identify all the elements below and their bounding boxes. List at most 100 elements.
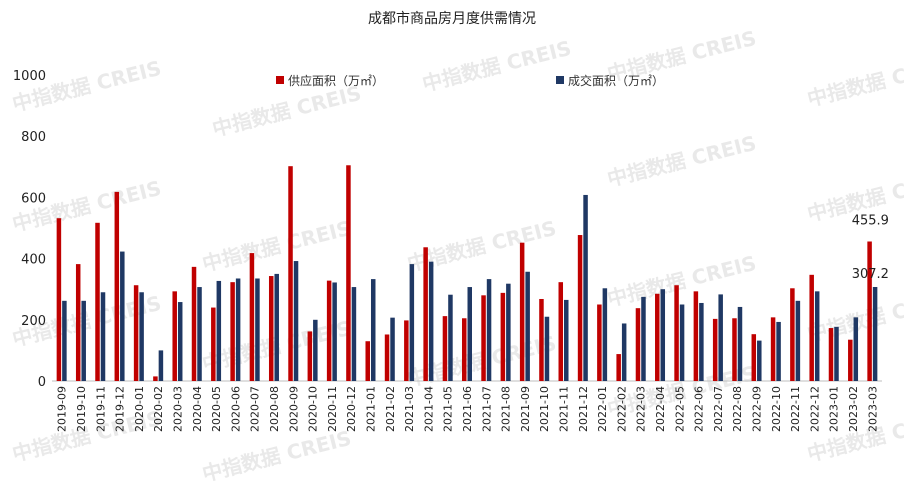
x-tick-label: 2021-08 bbox=[500, 386, 513, 432]
x-tick-label: 2020-01 bbox=[133, 386, 146, 432]
x-tick-label: 2019-10 bbox=[75, 386, 88, 432]
x-tick-label: 2020-08 bbox=[268, 386, 281, 432]
bar-deal bbox=[583, 194, 588, 381]
bar-supply bbox=[249, 253, 255, 381]
x-tick-label: 2022-01 bbox=[596, 386, 609, 432]
bar-deal bbox=[602, 288, 608, 381]
bar-supply bbox=[172, 291, 177, 381]
bar-deal bbox=[293, 261, 299, 381]
bar-supply bbox=[809, 274, 814, 381]
x-tick-label: 2020-10 bbox=[307, 386, 320, 432]
x-tick-label: 2020-07 bbox=[249, 386, 262, 432]
bar-supply bbox=[326, 280, 332, 381]
x-axis: 2019-09 2019-10 2019-11 2019-12 2020-01 2020-… bbox=[56, 386, 880, 432]
x-tick-label: 2021-02 bbox=[384, 386, 397, 432]
bar-deal bbox=[409, 264, 415, 381]
bar-supply bbox=[346, 165, 351, 381]
x-tick-label: 2021-07 bbox=[480, 386, 493, 432]
bar-deal bbox=[390, 317, 395, 381]
x-tick-label: 2020-03 bbox=[171, 386, 184, 432]
x-tick-label: 2021-12 bbox=[577, 386, 590, 432]
bar-supply bbox=[867, 241, 872, 381]
bars bbox=[56, 165, 878, 381]
y-tick-label: 0 bbox=[38, 375, 46, 390]
bar-deal bbox=[795, 300, 801, 381]
x-tick-label: 2019-09 bbox=[56, 386, 69, 432]
x-tick-label: 2021-04 bbox=[422, 386, 435, 432]
bar-supply bbox=[616, 354, 621, 381]
bar-supply bbox=[519, 242, 525, 381]
bar-deal bbox=[448, 294, 453, 381]
x-tick-label: 2020-06 bbox=[229, 386, 242, 432]
bar-deal bbox=[216, 280, 222, 381]
bar-deal bbox=[313, 319, 318, 381]
x-tick-label: 2022-06 bbox=[693, 386, 706, 432]
bar-supply bbox=[597, 304, 602, 381]
bar-supply bbox=[674, 285, 679, 381]
bar-supply bbox=[268, 276, 274, 381]
legend-swatch-deal bbox=[556, 76, 564, 84]
x-tick-label: 2021-01 bbox=[364, 386, 377, 432]
bar-deal bbox=[120, 251, 125, 381]
y-axis: 0 200 400 600 800 1000 bbox=[13, 69, 46, 390]
y-tick-label: 800 bbox=[21, 130, 46, 145]
x-tick-label: 2022-02 bbox=[615, 386, 628, 432]
x-tick-label: 2021-03 bbox=[403, 386, 416, 432]
y-tick-label: 600 bbox=[21, 191, 46, 206]
bar-deal bbox=[621, 323, 627, 381]
bar-supply bbox=[95, 222, 100, 381]
x-tick-label: 2023-03 bbox=[866, 386, 879, 432]
bar-deal bbox=[139, 292, 144, 381]
bar-supply bbox=[288, 166, 293, 381]
x-tick-label: 2021-11 bbox=[558, 386, 571, 432]
x-tick-label: 2022-07 bbox=[712, 386, 725, 432]
bar-supply bbox=[539, 298, 544, 381]
bar-deal bbox=[814, 291, 820, 381]
bar-supply bbox=[790, 288, 795, 381]
bar-deal bbox=[525, 271, 530, 381]
bar-supply bbox=[384, 334, 390, 381]
y-tick-label: 1000 bbox=[13, 69, 46, 84]
x-tick-label: 2021-05 bbox=[442, 386, 455, 432]
data-label: 455.9 bbox=[852, 213, 889, 228]
bar-supply bbox=[307, 331, 313, 381]
y-tick-label: 400 bbox=[21, 253, 46, 268]
bar-deal bbox=[699, 302, 704, 381]
x-tick-label: 2023-02 bbox=[847, 386, 860, 432]
x-tick-label: 2022-03 bbox=[635, 386, 648, 432]
x-tick-label: 2019-11 bbox=[94, 386, 107, 432]
bar-deal bbox=[564, 299, 569, 381]
bar-supply bbox=[56, 218, 62, 381]
bar-deal bbox=[486, 279, 492, 381]
legend: 供应面积（万㎡） 成交面积（万㎡） bbox=[276, 73, 664, 88]
bar-deal bbox=[834, 326, 839, 381]
bar-supply bbox=[635, 308, 641, 381]
bar-deal bbox=[235, 278, 241, 381]
bar-deal bbox=[255, 278, 260, 381]
x-tick-label: 2020-04 bbox=[191, 386, 204, 432]
x-tick-label: 2022-10 bbox=[770, 386, 783, 432]
bar-supply bbox=[558, 282, 564, 381]
x-tick-label: 2022-08 bbox=[731, 386, 744, 432]
bar-supply bbox=[655, 293, 660, 381]
bar-supply bbox=[848, 339, 853, 381]
bar-deal bbox=[718, 294, 723, 381]
legend-swatch-supply bbox=[276, 76, 284, 84]
legend-label-deal: 成交面积（万㎡） bbox=[568, 73, 664, 88]
y-tick-label: 200 bbox=[21, 314, 46, 329]
bar-deal bbox=[177, 302, 183, 381]
x-tick-label: 2020-05 bbox=[210, 386, 223, 432]
bar-supply bbox=[828, 328, 834, 381]
bar-supply bbox=[114, 191, 120, 381]
bar-deal bbox=[197, 287, 202, 381]
x-tick-label: 2022-05 bbox=[673, 386, 686, 432]
x-tick-label: 2019-12 bbox=[114, 386, 127, 432]
bar-deal bbox=[62, 300, 67, 381]
x-tick-label: 2022-11 bbox=[789, 386, 802, 432]
x-tick-label: 2020-09 bbox=[287, 386, 300, 432]
bar-supply bbox=[153, 376, 158, 381]
bar-supply bbox=[712, 318, 718, 381]
bar-supply bbox=[693, 291, 699, 381]
bar-deal bbox=[81, 300, 86, 381]
bar-deal bbox=[370, 279, 376, 381]
